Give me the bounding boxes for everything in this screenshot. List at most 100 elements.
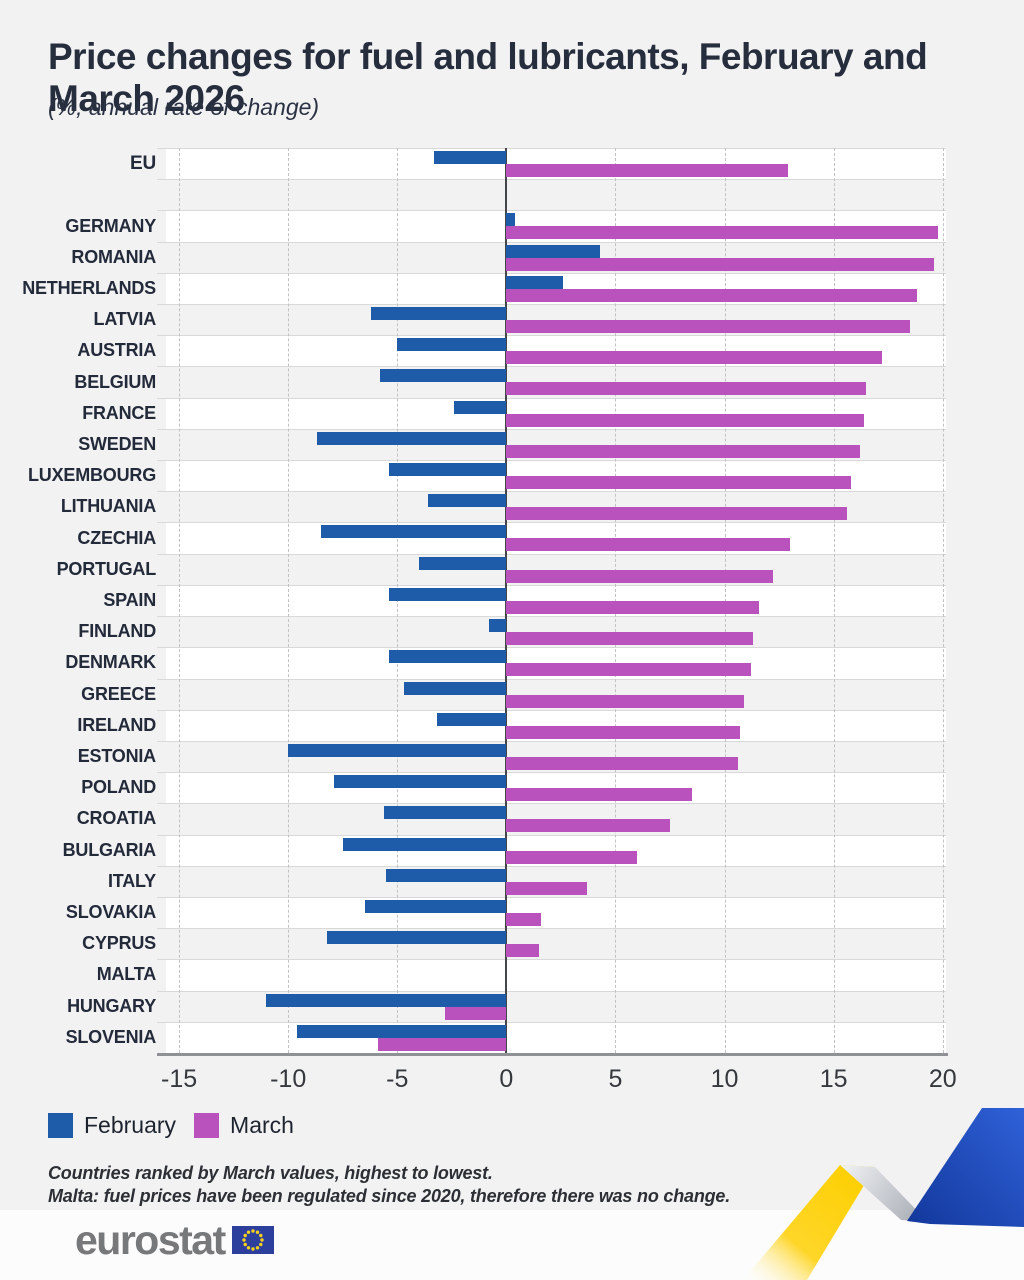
bar-february-slovenia (296, 1024, 507, 1038)
x-axis-line (157, 1053, 948, 1056)
bar-february-hungary (266, 993, 507, 1007)
bar-february-denmark (388, 650, 507, 664)
bar-february-portugal (419, 556, 507, 570)
bar-march-france (506, 413, 865, 427)
bar-march-poland (506, 788, 692, 802)
february-swatch-icon (48, 1113, 73, 1138)
country-label-finland: FINLAND (78, 621, 156, 642)
bar-march-estonia (506, 756, 738, 770)
country-label-croatia: CROATIA (76, 808, 156, 829)
country-label-slovenia: SLOVENIA (65, 1026, 157, 1047)
country-label-france: FRANCE (82, 402, 156, 423)
bar-february-netherlands (506, 275, 564, 289)
row-separator (157, 210, 946, 212)
bar-march-latvia (506, 320, 910, 334)
country-label-netherlands: NETHERLANDS (22, 277, 156, 298)
country-label-hungary: HUNGARY (67, 995, 156, 1016)
country-label-latvia: LATVIA (93, 309, 157, 330)
country-label-italy: ITALY (107, 870, 156, 891)
x-tick-label: 5 (608, 1065, 623, 1093)
country-label-denmark: DENMARK (65, 652, 156, 673)
row-separator (157, 803, 946, 805)
gridline (942, 148, 944, 1053)
bar-march-bulgaria (506, 850, 638, 864)
bar-february-czechia (320, 525, 507, 539)
bar-february-ireland (436, 712, 507, 726)
country-label-poland: POLAND (81, 777, 156, 798)
country-label-romania: ROMANIA (71, 246, 156, 267)
bar-march-croatia (506, 819, 670, 833)
row-separator (157, 740, 946, 742)
row-separator (157, 647, 946, 649)
ribbon-decoration-icon (743, 1108, 1024, 1280)
x-tick-label: 10 (710, 1065, 739, 1093)
row-separator (157, 678, 946, 680)
row-separator (157, 959, 946, 961)
bar-february-slovakia (364, 899, 507, 913)
bar-march-denmark (506, 663, 751, 677)
row-stripe (166, 1021, 946, 1053)
row-separator (157, 772, 946, 774)
bar-february-belgium (379, 369, 507, 383)
row-separator (157, 366, 946, 368)
row-separator (157, 304, 946, 306)
legend-label-february: February (84, 1112, 177, 1138)
row-separator (157, 397, 946, 399)
country-label-cyprus: CYPRUS (82, 933, 156, 954)
country-label-portugal: PORTUGAL (56, 558, 157, 579)
bar-march-hungary (445, 1006, 507, 1020)
country-label-eu: EU (130, 152, 156, 174)
bar-march-germany (506, 226, 939, 240)
bar-february-luxembourg (388, 463, 507, 477)
footer-strip (0, 1210, 1024, 1280)
page-subtitle: (%, annual rate of change) (48, 94, 320, 120)
gridline (833, 148, 835, 1053)
row-separator (157, 335, 946, 337)
country-label-belgium: BELGIUM (74, 371, 156, 392)
legend-item-february: February (48, 1112, 176, 1139)
zero-line (505, 148, 508, 1053)
footnote-malta: Malta: fuel prices have been regulated s… (48, 1186, 731, 1206)
legend: February March (48, 1112, 294, 1139)
bar-march-finland (506, 632, 753, 646)
row-separator (157, 896, 946, 898)
country-label-malta: MALTA (96, 964, 157, 985)
country-label-bulgaria: BULGARIA (62, 839, 157, 860)
row-separator (157, 522, 946, 524)
legend-label-march: March (230, 1112, 294, 1138)
bar-february-finland (488, 619, 507, 633)
bar-february-austria (397, 338, 507, 352)
eurostat-logo-text: eurostat (75, 1217, 226, 1263)
row-separator (157, 616, 946, 618)
country-label-spain: SPAIN (103, 589, 156, 610)
gridline (288, 148, 290, 1053)
gridline (179, 148, 181, 1053)
bar-march-portugal (506, 569, 773, 583)
bar-march-greece (506, 694, 745, 708)
bar-march-eu (506, 164, 788, 177)
row-separator (157, 928, 946, 930)
bar-february-sweden (316, 431, 507, 445)
bar-february-greece (403, 681, 507, 695)
country-label-estonia: ESTONIA (77, 746, 156, 767)
country-label-slovakia: SLOVAKIA (65, 902, 156, 923)
country-label-greece: GREECE (81, 683, 156, 704)
country-label-lithuania: LITHUANIA (60, 496, 156, 517)
bar-february-italy (386, 868, 507, 882)
bar-february-eu (434, 151, 507, 164)
footnote-ranking: Countries ranked by March values, highes… (48, 1163, 493, 1183)
x-tick-label: 15 (819, 1065, 848, 1093)
bar-february-cyprus (327, 931, 507, 945)
bar-march-ireland (506, 725, 740, 739)
row-separator (157, 584, 946, 586)
bar-february-lithuania (427, 494, 507, 508)
bar-february-france (454, 400, 507, 414)
bar-march-spain (506, 600, 760, 614)
row-separator (157, 1021, 946, 1023)
bar-march-netherlands (506, 288, 917, 302)
march-swatch-icon (194, 1113, 220, 1138)
row-separator (157, 491, 946, 493)
country-label-ireland: IRELAND (77, 714, 156, 735)
row-stripe (166, 959, 946, 991)
